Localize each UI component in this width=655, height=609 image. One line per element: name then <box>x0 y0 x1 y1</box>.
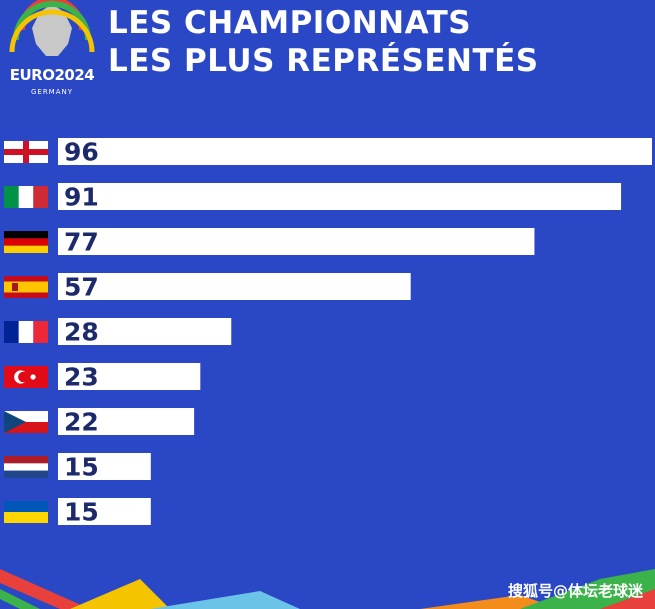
bar-spain <box>58 273 411 300</box>
bar-ukraine <box>58 498 151 525</box>
flag-netherlands-icon <box>4 456 48 478</box>
bar-label-ukraine: 15 <box>64 498 99 527</box>
bar-italy <box>58 183 622 210</box>
bar-label-turkey: 23 <box>64 363 99 392</box>
bar-label-france: 28 <box>64 318 99 347</box>
bar-netherlands <box>58 453 151 480</box>
page-title: LES CHAMPIONNATS LES PLUS REPRÉSENTÉS <box>108 4 539 80</box>
flag-turkey-icon <box>4 366 48 388</box>
title-line-1: LES CHAMPIONNATS <box>108 5 472 41</box>
bar-france <box>58 318 232 345</box>
bar-chart: 96 91 77 57 28 23 22 15 15 <box>4 138 652 527</box>
bar-label-czechia: 22 <box>64 408 99 437</box>
trophy-icon <box>9 0 95 56</box>
flag-france-icon <box>4 321 48 343</box>
flag-italy-icon <box>4 186 48 208</box>
euro2024-logo: EURO2024 GERMANY <box>2 0 102 104</box>
footer-decoration <box>0 569 655 609</box>
flag-czechia-icon <box>4 411 48 433</box>
bar-label-spain: 57 <box>64 273 99 302</box>
bar-turkey <box>58 363 201 390</box>
bar-germany <box>58 228 535 255</box>
flag-germany-icon <box>4 231 48 253</box>
bar-label-germany: 77 <box>64 228 99 257</box>
logo-text: EURO2024 <box>9 66 95 84</box>
flag-england-icon <box>4 141 48 163</box>
logo-subtext: GERMANY <box>30 88 74 96</box>
flag-ukraine-icon <box>4 501 48 523</box>
title-line-2: LES PLUS REPRÉSENTÉS <box>108 43 539 79</box>
watermark: 搜狐号@体坛老球迷 <box>507 582 643 600</box>
bar-label-italy: 91 <box>64 183 99 212</box>
bar-england <box>58 138 652 165</box>
bar-label-netherlands: 15 <box>64 453 99 482</box>
bar-label-england: 96 <box>64 138 99 167</box>
flag-spain-icon <box>4 276 48 298</box>
bar-czechia <box>58 408 195 435</box>
